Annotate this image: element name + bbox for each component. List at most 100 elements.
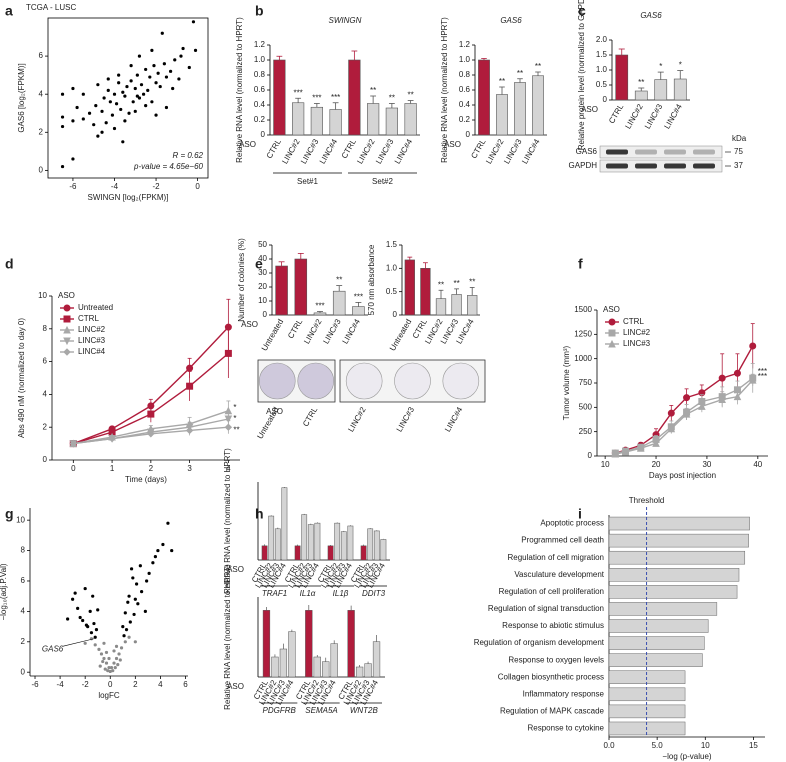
bar: [347, 610, 355, 678]
y-tick-label: 10: [258, 296, 267, 305]
point: [141, 92, 146, 96]
marker: [611, 449, 620, 458]
point: [121, 624, 125, 629]
blot-band: [606, 163, 628, 169]
point: [78, 615, 82, 620]
x-tick-label: CTRL: [265, 137, 284, 160]
marker: [185, 426, 194, 435]
dish-label: LINC#4: [443, 405, 465, 433]
point: [112, 649, 116, 653]
significance: ***: [758, 372, 767, 381]
point: [119, 646, 124, 650]
bar: [404, 259, 415, 316]
point: [81, 117, 85, 121]
bar: [532, 75, 544, 136]
bar: [340, 531, 347, 561]
y-tick-label: 0.5: [596, 80, 608, 89]
point: [89, 631, 94, 635]
point: [148, 75, 152, 79]
bar: [608, 516, 750, 531]
point: [147, 571, 151, 575]
bar: [294, 545, 301, 561]
point: [104, 661, 109, 665]
point: [116, 662, 120, 667]
y-tick-label: 40: [258, 254, 267, 263]
y-tick-label: 0: [263, 310, 268, 319]
significance: **: [517, 69, 523, 78]
point: [102, 641, 106, 645]
marker: [147, 410, 155, 418]
marker: [733, 369, 741, 377]
point: [60, 92, 65, 96]
bar: [347, 525, 354, 561]
y-tick-label: 1.5: [386, 240, 398, 249]
blot-row-label: GAPDH: [569, 161, 598, 170]
bar: [435, 298, 447, 316]
y-tick-label: 0: [393, 310, 398, 319]
legend-label: LINC#2: [623, 328, 651, 337]
marker: [224, 349, 232, 357]
group-label: TRAF1: [262, 589, 287, 598]
bar: [261, 545, 268, 561]
point: [126, 600, 130, 604]
legend-label: CTRL: [623, 317, 644, 326]
point: [132, 612, 136, 617]
annotation: p-value = 4.65e−60: [133, 162, 203, 171]
chart-title: GAS6: [640, 11, 662, 20]
marker: [186, 364, 194, 372]
bar: [404, 103, 417, 136]
point: [146, 88, 150, 92]
point: [119, 107, 123, 112]
point: [143, 609, 147, 613]
y-tick-label: 0: [21, 667, 26, 676]
significance: *: [659, 62, 662, 71]
point: [81, 92, 85, 96]
x-tick-label: LINC#4: [520, 137, 542, 165]
point: [179, 54, 183, 58]
point: [75, 105, 79, 110]
point: [138, 564, 142, 568]
marker: [63, 325, 71, 334]
significance: **: [438, 280, 444, 289]
y-axis-label: Tumor volume (mm³): [562, 345, 571, 420]
point: [111, 669, 115, 673]
y-tick-label: 20: [258, 282, 267, 291]
point: [123, 640, 127, 644]
y-tick-label: 2.0: [596, 35, 608, 44]
dish: [394, 362, 431, 400]
bar: [608, 653, 703, 667]
point: [109, 666, 114, 670]
y-axis-label: Relative RNA level (normalized to HPRT): [235, 17, 244, 163]
point: [133, 86, 137, 91]
y-tick-label: 0.4: [459, 100, 471, 109]
x-tick-label: 30: [702, 460, 711, 469]
blot-band: [635, 149, 657, 155]
annotation: R = 0.62: [173, 151, 204, 160]
marker: [186, 382, 194, 390]
point: [104, 650, 109, 655]
x-tick-label: 0: [108, 680, 113, 689]
significance: **: [638, 78, 644, 87]
blot-band: [693, 163, 715, 169]
marker: [608, 329, 616, 337]
point: [106, 88, 110, 92]
bar: [307, 524, 314, 561]
point: [83, 641, 87, 645]
point: [84, 623, 89, 627]
point: [133, 640, 137, 644]
significance: **: [499, 77, 505, 86]
point: [171, 86, 175, 91]
y-tick-label: Programmed cell death: [521, 536, 604, 545]
point: [99, 652, 104, 656]
point: [164, 105, 169, 110]
group-label: IL1β: [333, 589, 349, 598]
point: [139, 83, 144, 87]
bar: [451, 294, 462, 316]
blot-row-label: GAS6: [576, 147, 598, 156]
point: [160, 31, 164, 35]
x-tick-label: 6: [183, 680, 188, 689]
marker: [652, 439, 660, 447]
bar: [271, 656, 279, 678]
point: [136, 602, 140, 606]
y-tick-label: 0: [261, 130, 266, 139]
